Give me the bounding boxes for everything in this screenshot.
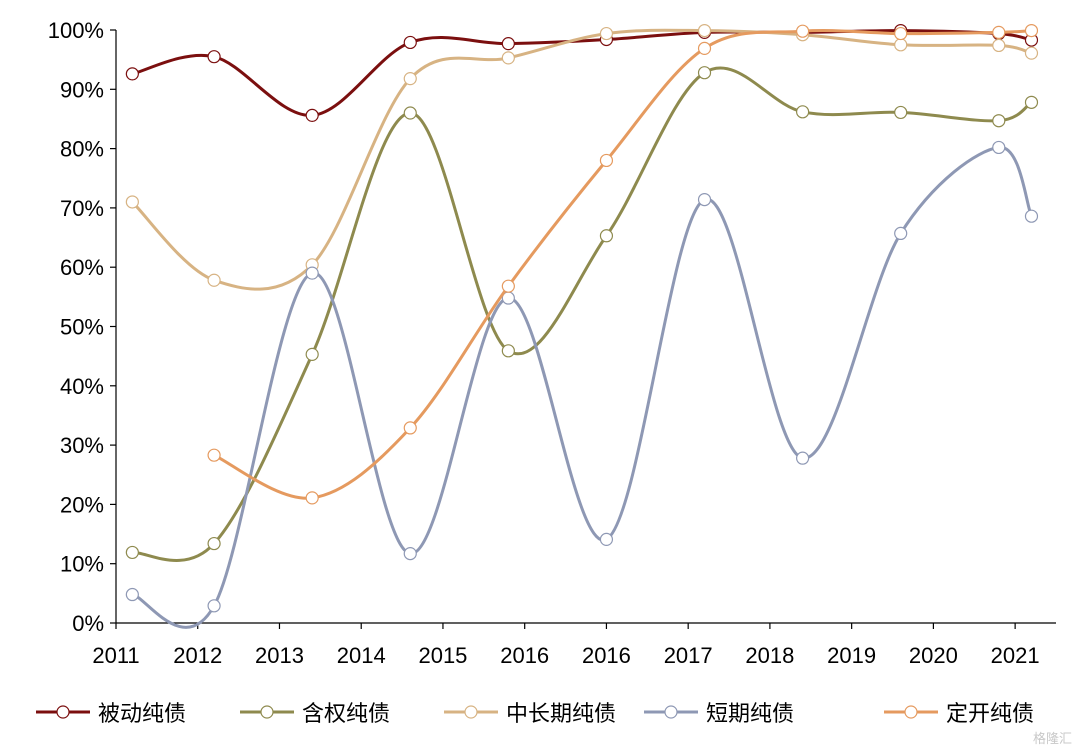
watermark-text: 格隆汇 (1032, 732, 1072, 747)
legend-item: 短期纯债 (644, 702, 794, 727)
series-point (501, 344, 515, 358)
series-point (501, 279, 515, 293)
series-point (403, 547, 417, 561)
legend-label: 短期纯债 (706, 702, 794, 727)
y-tick-label: 100% (48, 18, 104, 43)
series-point (894, 38, 908, 52)
y-tick-label: 90% (60, 77, 104, 102)
series-point (1024, 209, 1039, 223)
y-tick-label: 10% (60, 552, 104, 577)
x-tick-label: 2014 (337, 643, 386, 668)
series-point (599, 532, 614, 546)
legend: 被动纯债 含权纯债 中长期纯债 短期纯债 定开纯债 (36, 702, 1034, 727)
series-point (501, 37, 515, 51)
series-point (207, 273, 221, 287)
x-tick-label: 2018 (745, 643, 794, 668)
x-tick-label: 2012 (173, 643, 222, 668)
series-point (125, 195, 139, 209)
y-tick-label: 60% (60, 255, 104, 280)
legend-label: 定开纯债 (946, 702, 1034, 727)
series-line (131, 28, 1032, 291)
series-point (305, 108, 319, 122)
legend-label: 含权纯债 (302, 702, 390, 727)
legend-marker (464, 705, 478, 719)
x-tick-label: 2019 (827, 643, 876, 668)
series-point (894, 226, 908, 240)
series-point (894, 26, 908, 41)
legend-item: 定开纯债 (884, 702, 1034, 727)
y-tick-label: 0% (72, 611, 104, 636)
series-point (207, 448, 221, 462)
legend-item: 被动纯债 (36, 702, 186, 727)
y-tick-label: 80% (60, 137, 104, 162)
series-point (125, 587, 139, 602)
series-point (1024, 23, 1039, 38)
y-tick-label: 20% (60, 492, 104, 517)
series-point (305, 266, 319, 280)
series-point (992, 25, 1006, 39)
series-point (403, 106, 417, 120)
series-point (207, 599, 221, 613)
series-point (894, 105, 908, 120)
series-point (992, 114, 1006, 128)
x-tick-labels: 2011 2012 2013 2014 2015 2016 2016 2017 2018 2019… (92, 643, 1039, 668)
x-tick-label: 2017 (664, 643, 713, 668)
x-tick-label: 2021 (991, 643, 1040, 668)
series-layer (125, 23, 1039, 629)
x-tick-label: 2020 (909, 643, 958, 668)
series-point (207, 50, 221, 64)
legend-label: 中长期纯债 (506, 702, 616, 727)
series-point (697, 23, 712, 38)
series-line (131, 145, 1033, 629)
legend-marker (904, 705, 918, 719)
series-point (697, 41, 712, 55)
series-point (501, 51, 515, 65)
series-point (599, 229, 614, 243)
y-tick-label: 30% (60, 433, 104, 458)
series-point (697, 192, 712, 207)
y-tick-labels: 0% 10% 20% 30% 40% 50% 60% 70% 80% 90% 100% (48, 18, 104, 636)
series-line (132, 66, 1033, 562)
series-point (305, 491, 319, 505)
legend-marker (260, 705, 274, 719)
y-tick-label: 50% (60, 315, 104, 340)
axes (110, 29, 1056, 629)
series-point (403, 72, 417, 86)
x-tick-label: 2016 (582, 643, 631, 668)
series-5 (207, 23, 1039, 505)
legend-item: 含权纯债 (240, 702, 390, 727)
series-line (213, 28, 1032, 500)
series-point (796, 105, 810, 119)
y-tick-label: 40% (60, 374, 104, 399)
series-point (796, 24, 810, 38)
x-tick-label: 2015 (418, 643, 467, 668)
series-point (125, 67, 139, 81)
series-point (599, 26, 614, 41)
series-point (992, 38, 1006, 53)
series-point (796, 451, 810, 465)
y-tick-label: 70% (60, 196, 104, 221)
x-tick-label: 2016 (500, 643, 549, 668)
series-point (207, 536, 221, 551)
series-point (992, 140, 1006, 155)
legend-item: 中长期纯债 (444, 702, 616, 727)
series-point (1024, 95, 1039, 109)
series-3 (125, 23, 1039, 291)
x-tick-label: 2013 (255, 643, 304, 668)
series-point (403, 421, 417, 435)
series-4 (125, 140, 1039, 629)
series-point (305, 347, 319, 361)
series-point (125, 545, 139, 560)
series-point (1024, 46, 1039, 60)
legend-marker (56, 705, 70, 719)
series-point (403, 35, 417, 50)
x-tick-label: 2011 (92, 643, 139, 668)
series-point (697, 66, 712, 80)
legend-label: 被动纯债 (98, 702, 186, 727)
legend-marker (664, 705, 678, 719)
series-point (599, 153, 614, 168)
series-2 (125, 66, 1039, 562)
